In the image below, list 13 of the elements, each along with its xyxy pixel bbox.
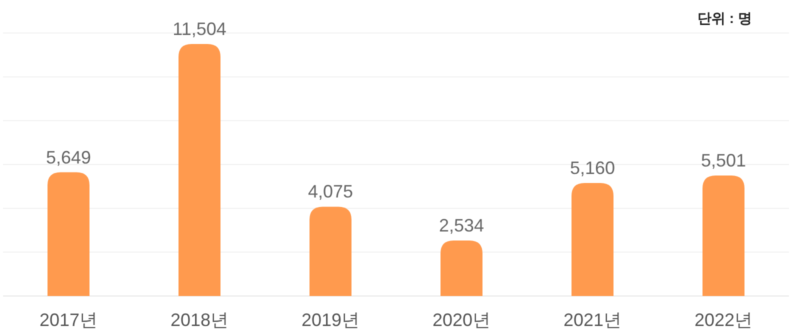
x-tick-label: 2022년 xyxy=(694,310,753,330)
x-tick-label: 2020년 xyxy=(432,310,491,330)
data-label: 5,160 xyxy=(570,158,616,178)
text: 단위 : 명 xyxy=(698,10,752,26)
data-label: 2,534 xyxy=(438,215,484,236)
x-tick-label: 2019년 xyxy=(301,310,360,330)
data-label: 11,504 xyxy=(172,19,226,39)
data-label: 4,075 xyxy=(308,182,354,202)
x-tick-label: 2017년 xyxy=(39,310,98,330)
data-label: 5,501 xyxy=(700,150,746,170)
data-label: 5,649 xyxy=(46,147,92,168)
x-tick-label: 2018년 xyxy=(170,310,229,330)
x-tick-label: 2021년 xyxy=(563,310,622,330)
